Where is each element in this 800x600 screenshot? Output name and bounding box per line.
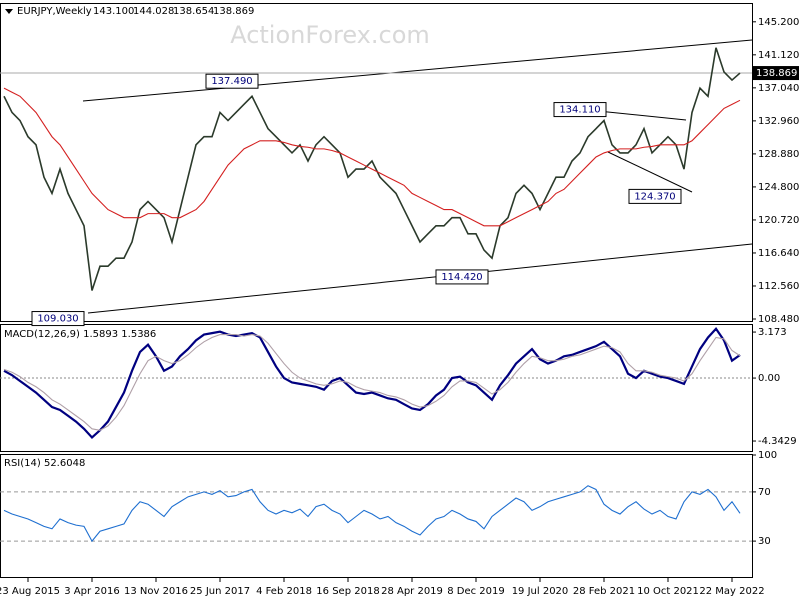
y-tick-label: 128.880: [758, 149, 799, 160]
y-tick-label: 145.200: [758, 17, 799, 28]
y-tick-label: 112.560: [758, 281, 799, 292]
macd-pane: [0, 324, 753, 452]
ohlc-value: 143.100: [93, 6, 134, 17]
y-tick-label: 108.480: [758, 314, 799, 325]
annotation-box: [435, 269, 489, 285]
annotation-label: 124.370: [634, 191, 675, 202]
y-tick-label: 30: [758, 536, 771, 547]
macd-series: [3, 334, 741, 431]
x-tick-label: 10 Oct 2021: [637, 586, 699, 597]
x-tick-label: 25 Jun 2017: [190, 586, 250, 597]
price-series: [3, 87, 741, 227]
y-tick-label: 3.173: [758, 327, 787, 338]
x-tick-label: 22 May 2022: [699, 586, 764, 597]
rsi-series: [3, 485, 741, 543]
x-tick-label: 4 Feb 2018: [256, 586, 312, 597]
annotation-label: 134.110: [559, 105, 600, 116]
trend-lines: [82, 39, 753, 314]
ohlc-value: 144.028: [133, 6, 174, 17]
x-tick-label: 23 Aug 2015: [0, 586, 60, 597]
x-tick-label: 13 Nov 2016: [124, 586, 188, 597]
annotation-box: [553, 102, 607, 118]
x-tick-label: 8 Dec 2019: [447, 586, 505, 597]
x-tick-label: 16 Sep 2018: [316, 586, 379, 597]
annotation-label: 114.420: [441, 272, 482, 283]
header-icon: [5, 9, 13, 14]
y-tick-label: 132.960: [758, 116, 799, 127]
annotation-box: [628, 188, 682, 204]
wedge-upper: [597, 110, 687, 121]
annotation-box: [31, 311, 85, 327]
channel-lower: [87, 243, 753, 314]
price-pane: [0, 3, 753, 322]
last-price-label: 138.869: [756, 68, 797, 79]
watermark: ActionForex.com: [230, 21, 430, 49]
annotation-label: 109.030: [37, 314, 78, 325]
annotation-label: 137.490: [211, 76, 252, 87]
rsi-pane: [0, 454, 753, 578]
y-tick-label: 0.00: [758, 373, 780, 384]
macd-series: [3, 327, 741, 440]
y-tick-label: 124.800: [758, 182, 799, 193]
y-tick-label: 141.120: [758, 50, 799, 61]
ohlc-value: 138.654: [173, 6, 214, 17]
rsi-title: RSI(14) 52.6048: [4, 458, 85, 469]
ohlc-value: 138.869: [213, 6, 254, 17]
last-price-box: [753, 66, 799, 81]
symbol: EURJPY,Weekly: [17, 6, 92, 17]
x-tick-label: 19 Jul 2020: [512, 586, 569, 597]
x-tick-label: 3 Apr 2016: [64, 586, 119, 597]
x-tick-label: 28 Feb 2021: [573, 586, 635, 597]
header: EURJPY,Weekly 143.100 144.028 138.654 13…: [5, 6, 254, 17]
y-tick-label: 70: [758, 487, 771, 498]
y-tick-label: -4.3429: [758, 436, 797, 447]
price-series: [3, 47, 741, 291]
y-tick-label: 120.720: [758, 215, 799, 226]
wedge-lower: [607, 151, 693, 193]
y-tick-label: 100: [758, 450, 777, 461]
y-tick-label: 116.640: [758, 248, 799, 259]
annotation-box: [205, 73, 259, 89]
y-tick-label: 137.040: [758, 83, 799, 94]
macd-title: MACD(12,26,9) 1.5893 1.5386: [4, 329, 156, 340]
channel-upper: [82, 39, 753, 102]
x-tick-label: 28 Apr 2019: [381, 586, 443, 597]
